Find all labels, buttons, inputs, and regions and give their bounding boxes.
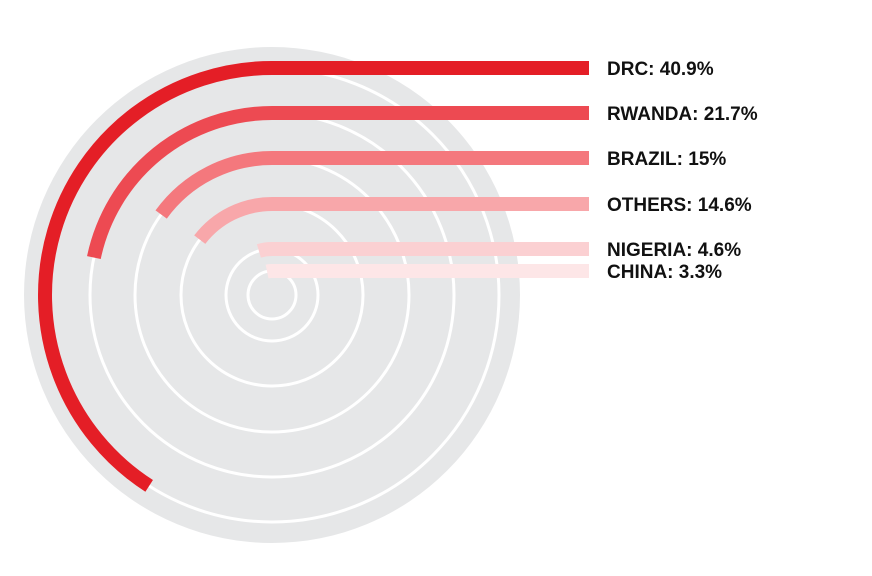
label-rwanda: RWANDA: 21.7%	[607, 104, 758, 125]
bar-labels: DRC: 40.9% RWANDA: 21.7% BRAZIL: 15% OTHERS…	[607, 59, 758, 283]
bar-china	[265, 263, 589, 279]
label-brazil: BRAZIL: 15%	[607, 149, 726, 170]
bar-rwanda	[87, 106, 589, 259]
label-nigeria: NIGERIA: 4.6%	[607, 240, 741, 261]
bar-nigeria	[256, 242, 589, 258]
bar-series	[38, 61, 589, 492]
label-drc: DRC: 40.9%	[607, 59, 714, 80]
label-china: CHINA: 3.3%	[607, 262, 722, 283]
chart-background-disc	[24, 47, 520, 543]
bar-others	[194, 197, 589, 245]
label-others: OTHERS: 14.6%	[607, 195, 752, 216]
bar-brazil	[155, 151, 589, 219]
bar-drc	[38, 61, 589, 492]
